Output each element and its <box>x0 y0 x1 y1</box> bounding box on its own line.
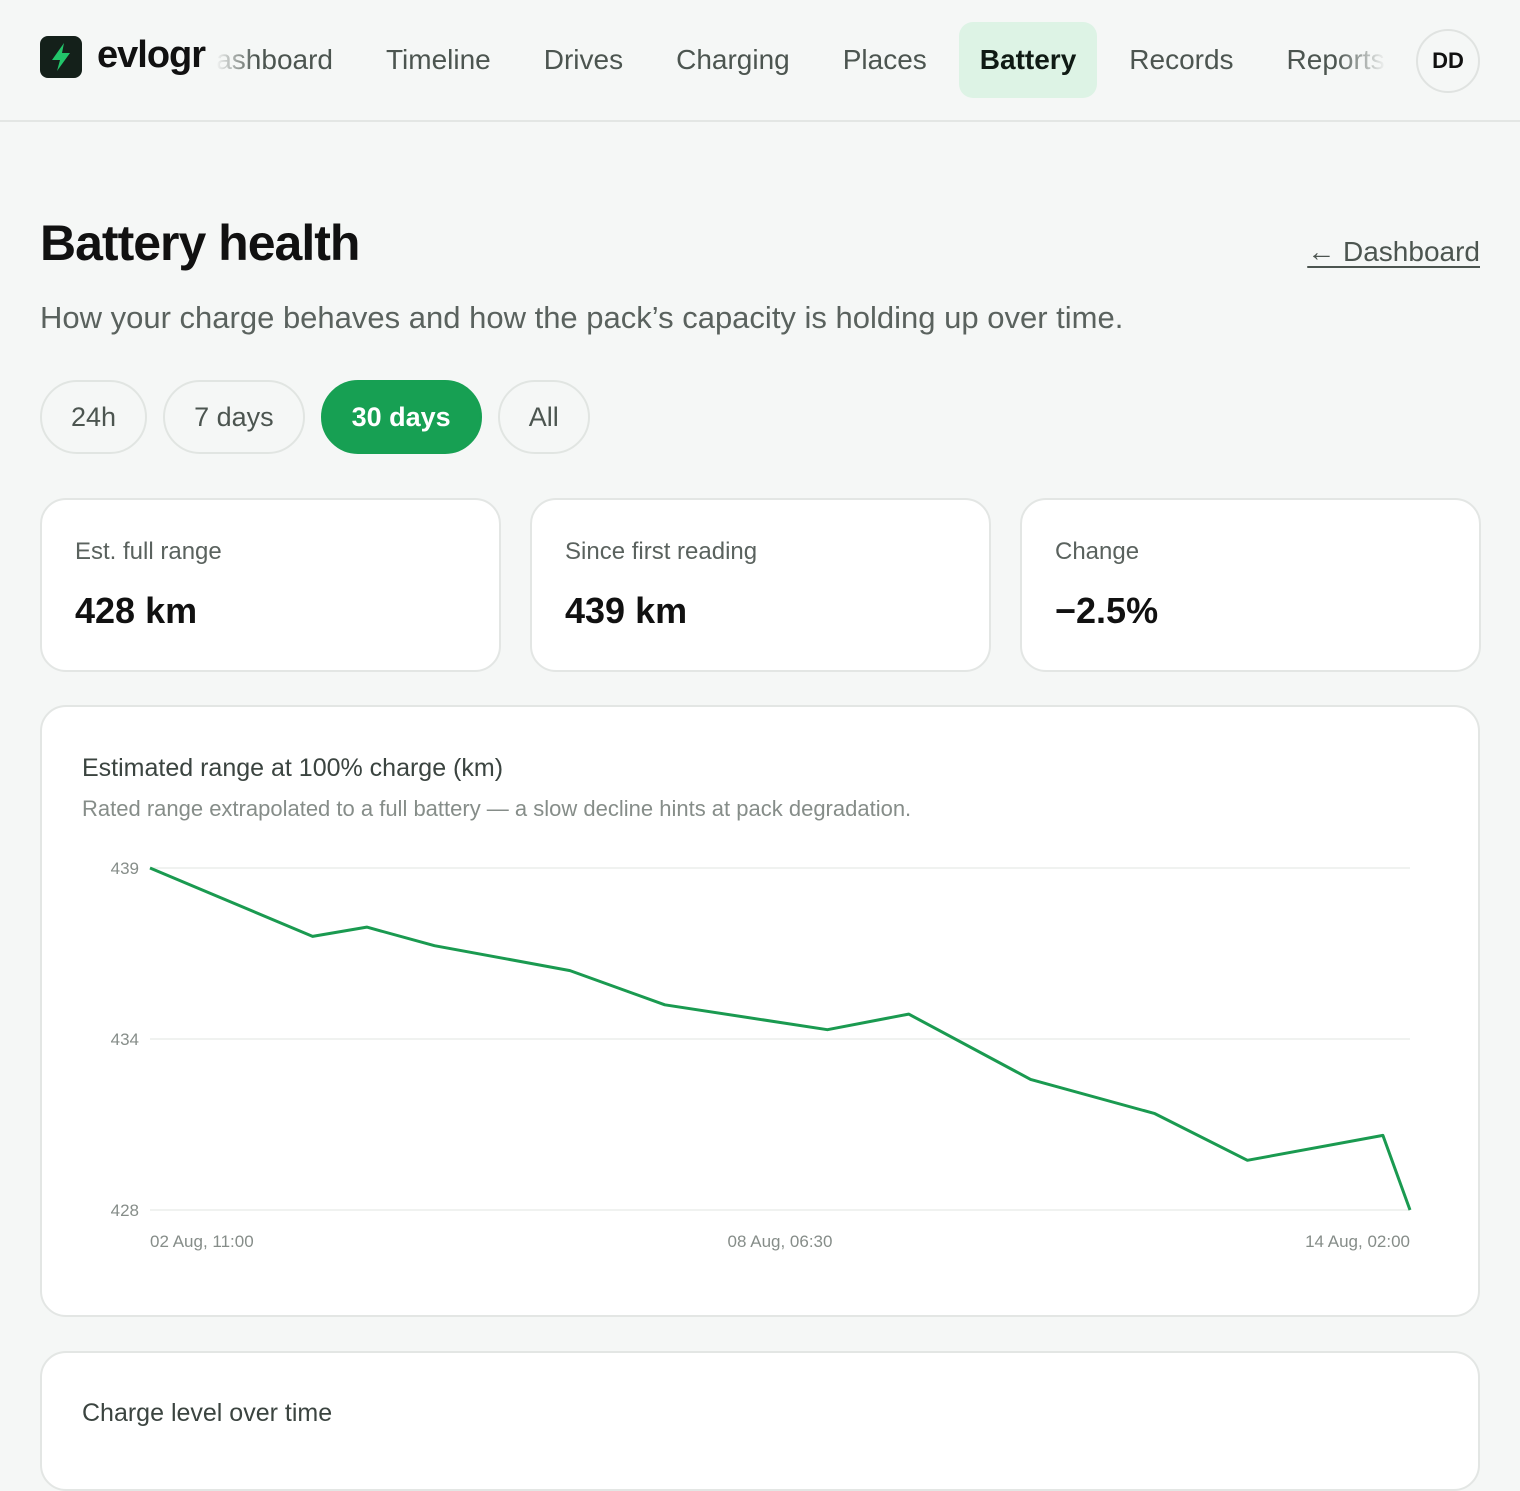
chart-title: Estimated range at 100% charge (km) <box>82 754 503 782</box>
nav-list: Dashboard Timeline Drives Charging Places Bat… <box>216 22 1386 98</box>
nav: Dashboard Timeline Drives Charging Places Bat… <box>216 22 1386 98</box>
stat-label: Since first reading <box>565 538 758 565</box>
back-link[interactable]: ← Dashboard <box>1307 236 1480 267</box>
stat-label: Change <box>1055 538 1140 565</box>
charge-card: Charge level over time <box>40 1351 1480 1491</box>
chart-subtitle: Rated range extrapolated to a full batte… <box>82 796 911 821</box>
stat-value: 428 km <box>75 590 198 631</box>
y-tick-label: 434 <box>111 1030 139 1049</box>
logo <box>40 36 82 78</box>
page-title: Battery health <box>40 215 360 271</box>
nav-link[interactable]: Dashboard <box>216 44 333 75</box>
stat-value: 439 km <box>565 590 688 631</box>
avatar[interactable]: DD <box>1416 29 1480 93</box>
range-filter[interactable]: 7 days <box>163 380 305 454</box>
range-filters: 24h 7 days 30 days All <box>40 380 590 454</box>
nav-link[interactable]: Charging <box>676 44 790 75</box>
stat-card: Est. full range 428 km <box>40 498 501 672</box>
brand: evlogr <box>97 34 206 76</box>
chart-card: Estimated range at 100% charge (km) Rated… <box>40 705 1480 1317</box>
stats: Est. full range 428 km Since first reading… <box>40 498 1481 672</box>
range-filter[interactable]: All <box>497 380 590 454</box>
stat-value: −2.5% <box>1055 590 1159 631</box>
range-filter[interactable]: 30 days <box>320 380 482 454</box>
stat-card: Change −2.5% <box>1020 498 1481 672</box>
line-series <box>149 866 1412 1211</box>
top-bar: evlogr Dashboard Timeline Drives Charging Pl… <box>0 0 1520 122</box>
x-tick-label: 08 Aug, 06:30 <box>728 1232 833 1251</box>
nav-link[interactable]: Drives <box>543 44 624 75</box>
page-subtitle: How your charge behaves and how the pack… <box>40 300 1124 335</box>
range-filter[interactable]: 24h <box>40 380 148 454</box>
nav-link[interactable]: Battery <box>958 22 1098 98</box>
nav-link[interactable]: Records <box>1129 44 1234 75</box>
y-tick-label: 439 <box>111 859 139 878</box>
x-tick-label: 02 Aug, 11:00 <box>150 1232 254 1251</box>
card-title: Charge level over time <box>82 1399 333 1427</box>
stat-card: Since first reading 439 km <box>530 498 991 672</box>
y-tick-label: 428 <box>111 1201 139 1220</box>
nav-link[interactable]: Reports <box>1286 44 1385 75</box>
x-tick-label: 14 Aug, 02:00 <box>1305 1232 1410 1251</box>
chart: Estimated range at 100% charge (km) Rated… <box>82 754 1412 1251</box>
nav-link[interactable]: Places <box>842 44 927 75</box>
stat-label: Est. full range <box>75 538 222 565</box>
nav-link[interactable]: Timeline <box>385 44 491 75</box>
